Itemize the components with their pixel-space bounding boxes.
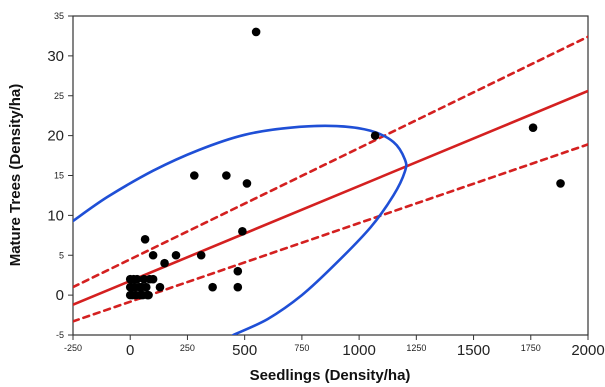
x-tick-label: 500 (232, 342, 257, 359)
y-tick-label: 30 (47, 48, 64, 65)
data-point (160, 258, 169, 268)
data-point (251, 27, 261, 37)
x-tick-label: 2000 (571, 342, 604, 359)
x-tick-label: 1750 (521, 343, 541, 353)
x-axis-title: Seedlings (Density/ha) (250, 367, 411, 384)
plot-frame (72, 15, 589, 336)
y-tick-label: 0 (56, 287, 64, 304)
data-point (190, 171, 199, 180)
y-tick-label: 10 (47, 207, 64, 224)
data-point (148, 274, 158, 284)
data-point (242, 179, 252, 188)
confidence-band-line (73, 35, 588, 289)
y-tick-label: 25 (54, 91, 64, 101)
y-axis-title: Mature Trees (Density/ha) (7, 84, 24, 267)
data-point (528, 123, 538, 132)
x-tick-label: -250 (64, 343, 82, 353)
y-tick-label: -5 (56, 330, 64, 340)
x-tick-label: 1250 (406, 343, 426, 353)
x-tick-label: 0 (126, 342, 134, 359)
y-tick-label: 35 (54, 11, 64, 21)
x-axis-ticks: -250 0 250 500 750 1000 1250 1500 1750 2000 (64, 335, 605, 359)
x-tick-label: 750 (294, 343, 309, 353)
y-axis-ticks: -5 0 5 10 15 20 25 30 35 (47, 11, 73, 340)
data-point (233, 282, 243, 292)
data-point (238, 227, 247, 236)
data-point (140, 235, 150, 244)
data-point (196, 250, 206, 260)
y-tick-label: 5 (59, 250, 64, 260)
x-tick-label: 1500 (457, 342, 490, 359)
data-point (233, 266, 243, 276)
data-point (148, 250, 158, 260)
regression-line (73, 89, 588, 307)
data-point (171, 250, 181, 260)
confidence-band-line (73, 143, 588, 323)
plot-area (73, 27, 588, 335)
data-point (222, 171, 231, 180)
data-point (144, 290, 153, 300)
x-tick-label: 1000 (342, 342, 375, 359)
y-tick-label: 15 (54, 171, 64, 181)
x-tick-label: 250 (180, 343, 195, 353)
density-ellipse-curve (73, 124, 408, 335)
data-point (370, 131, 380, 140)
data-point (556, 179, 565, 188)
data-point (132, 274, 142, 284)
data-point (208, 282, 217, 292)
data-point (141, 282, 151, 292)
y-tick-label: 20 (47, 128, 64, 145)
data-point (155, 282, 165, 292)
